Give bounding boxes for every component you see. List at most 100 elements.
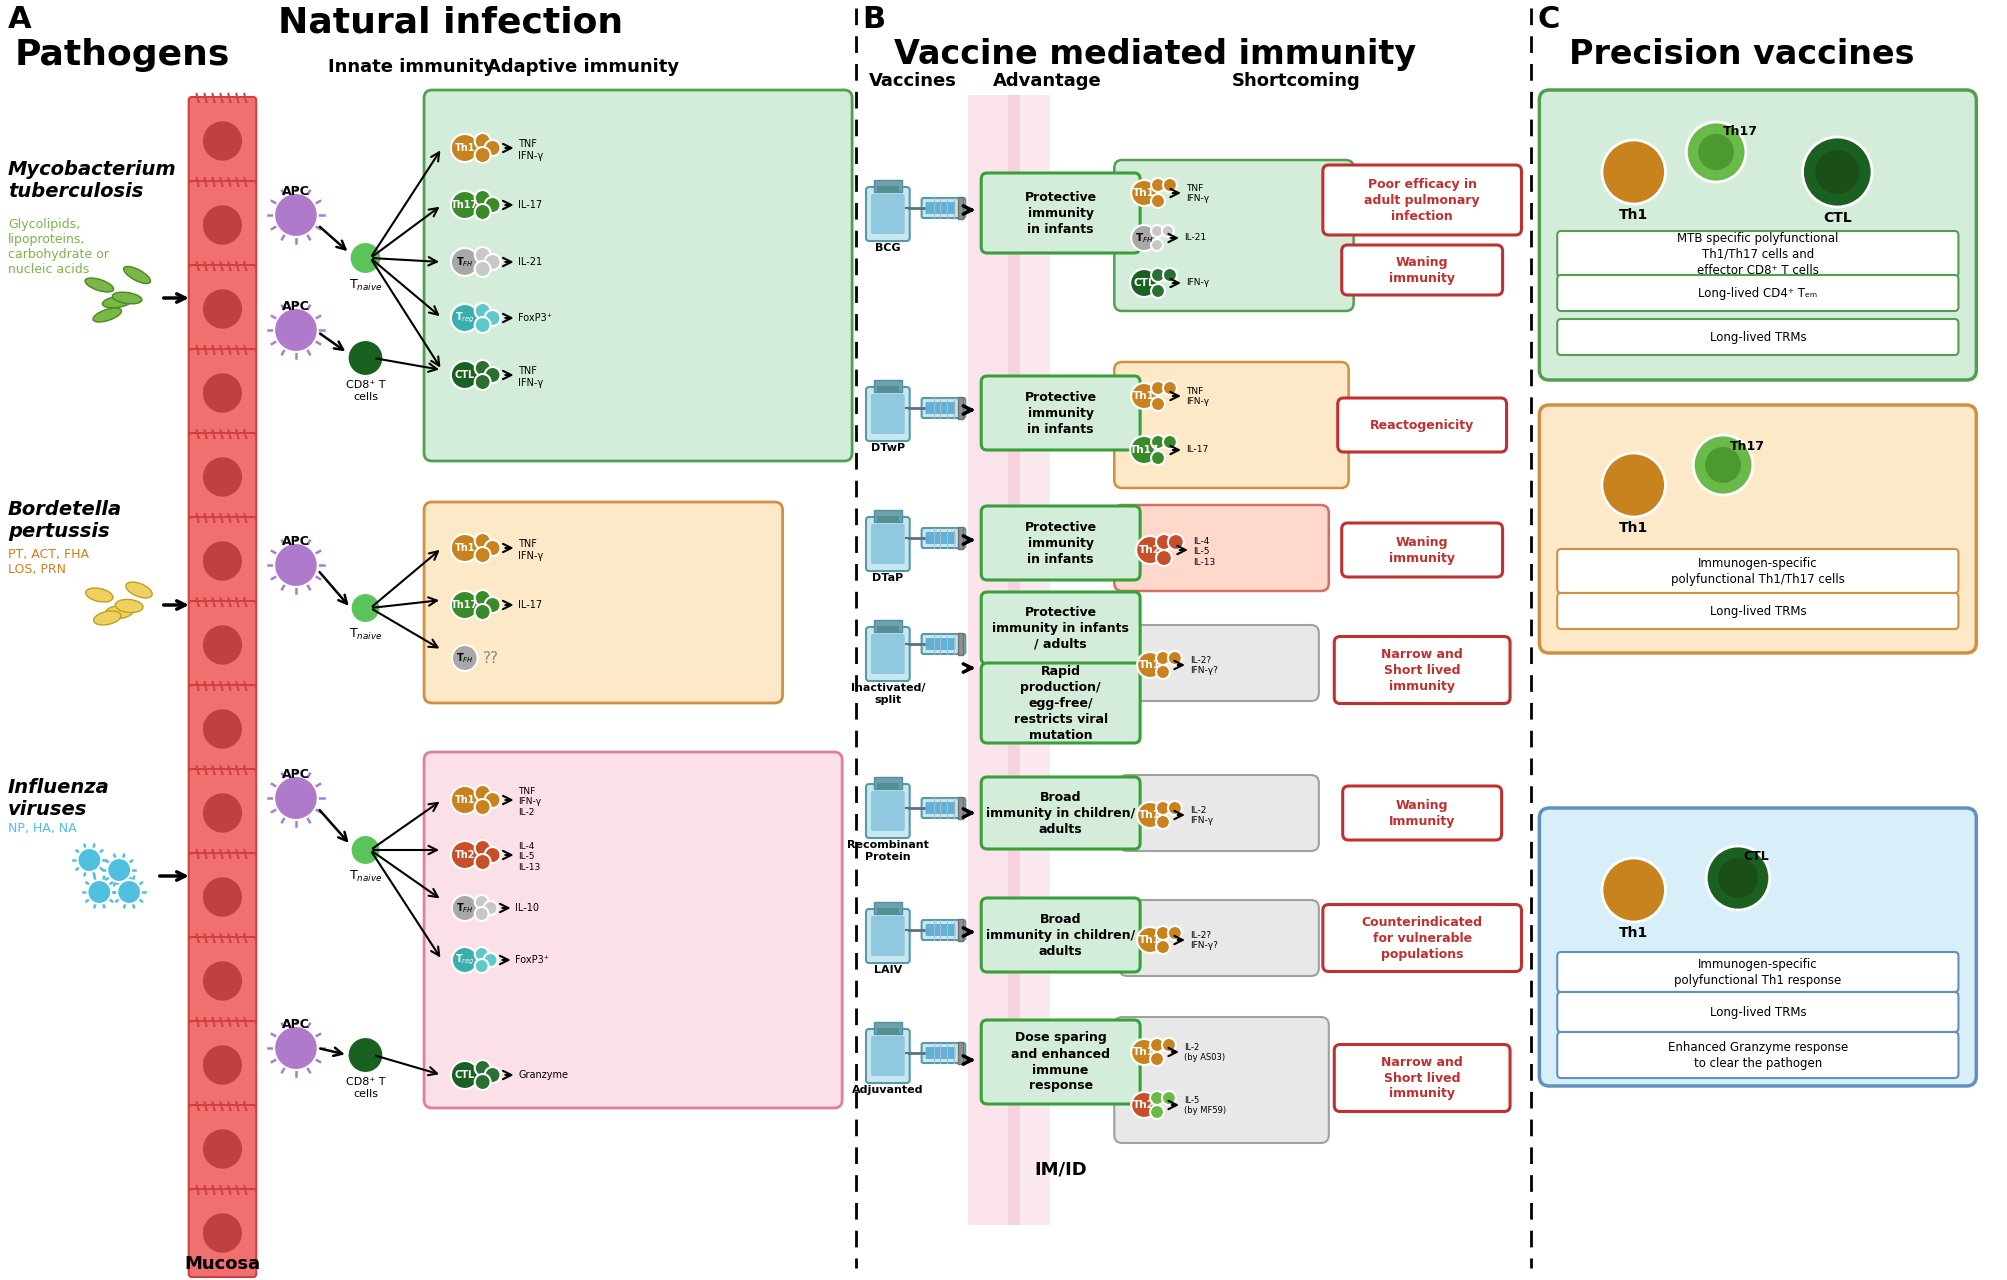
Circle shape	[474, 1060, 490, 1076]
Text: Protective
immunity
in infants: Protective immunity in infants	[1024, 521, 1096, 566]
FancyBboxPatch shape	[189, 1189, 257, 1277]
Circle shape	[484, 140, 500, 156]
FancyBboxPatch shape	[1539, 808, 1975, 1085]
Text: C: C	[1537, 5, 1559, 35]
Text: Immunogen-specific
polyfunctional Th1/Th17 cells: Immunogen-specific polyfunctional Th1/Th…	[1670, 557, 1844, 585]
Text: Th17: Th17	[1722, 125, 1758, 138]
Circle shape	[452, 534, 478, 562]
Circle shape	[452, 191, 478, 219]
FancyBboxPatch shape	[921, 529, 965, 548]
Circle shape	[1602, 858, 1664, 922]
Text: IL-2
IFN-γ: IL-2 IFN-γ	[1190, 806, 1212, 826]
Circle shape	[275, 543, 317, 588]
Text: MTB specific polyfunctional
Th1/Th17 cells and
effector CD8⁺ T cells: MTB specific polyfunctional Th1/Th17 cel…	[1676, 232, 1838, 276]
Circle shape	[1706, 846, 1768, 910]
Text: Long-lived CD4⁺ Tₑₘ: Long-lived CD4⁺ Tₑₘ	[1698, 287, 1816, 300]
Text: IL-17: IL-17	[1186, 445, 1208, 454]
Text: Th1: Th1	[1132, 1047, 1154, 1057]
Text: Th1: Th1	[454, 543, 476, 553]
Circle shape	[474, 590, 490, 605]
FancyBboxPatch shape	[981, 376, 1140, 451]
Circle shape	[484, 197, 500, 212]
FancyBboxPatch shape	[981, 663, 1140, 742]
Ellipse shape	[124, 266, 151, 284]
Circle shape	[203, 1129, 243, 1169]
Bar	[873, 1021, 901, 1034]
FancyBboxPatch shape	[423, 753, 841, 1108]
FancyBboxPatch shape	[189, 517, 257, 605]
Circle shape	[203, 626, 243, 664]
FancyBboxPatch shape	[1539, 90, 1975, 380]
Circle shape	[474, 840, 490, 856]
Circle shape	[1150, 1052, 1164, 1066]
Text: Long-lived TRMs: Long-lived TRMs	[1708, 604, 1804, 617]
Text: T$_{FH}$: T$_{FH}$	[456, 255, 474, 269]
Text: Mucosa: Mucosa	[185, 1254, 261, 1274]
Text: IM/ID: IM/ID	[1034, 1160, 1086, 1178]
Text: Protective
immunity
in infants: Protective immunity in infants	[1024, 191, 1096, 236]
Text: FoxP3⁺: FoxP3⁺	[518, 314, 552, 323]
Text: TNF
IFN-γ: TNF IFN-γ	[518, 366, 544, 388]
FancyBboxPatch shape	[189, 97, 257, 186]
Circle shape	[1162, 1038, 1176, 1052]
FancyBboxPatch shape	[1118, 774, 1319, 851]
Text: Waning
Immunity: Waning Immunity	[1389, 799, 1455, 827]
Bar	[957, 797, 963, 819]
Circle shape	[347, 1037, 383, 1073]
Circle shape	[1168, 925, 1182, 940]
Circle shape	[452, 645, 478, 671]
Text: Shortcoming: Shortcoming	[1230, 72, 1359, 90]
Text: ??: ??	[482, 650, 498, 666]
FancyBboxPatch shape	[925, 402, 955, 413]
Text: IL-21: IL-21	[518, 257, 542, 268]
FancyBboxPatch shape	[1539, 404, 1975, 653]
Circle shape	[1150, 268, 1164, 282]
Bar	[877, 387, 899, 392]
Circle shape	[452, 895, 478, 922]
Text: DTwP: DTwP	[871, 443, 905, 453]
Bar	[957, 919, 963, 941]
Circle shape	[349, 242, 381, 274]
FancyBboxPatch shape	[1337, 398, 1505, 452]
FancyBboxPatch shape	[921, 1043, 965, 1062]
FancyBboxPatch shape	[871, 524, 905, 564]
Ellipse shape	[84, 278, 114, 292]
Circle shape	[1686, 122, 1744, 182]
Circle shape	[474, 532, 490, 549]
Text: Broad
immunity in children/
adults: Broad immunity in children/ adults	[985, 913, 1134, 957]
Circle shape	[1168, 534, 1184, 550]
Text: Counterindicated
for vulnerable
populations: Counterindicated for vulnerable populati…	[1361, 915, 1481, 960]
Text: Th1: Th1	[1138, 810, 1160, 820]
FancyBboxPatch shape	[189, 602, 257, 689]
Circle shape	[474, 908, 488, 922]
Circle shape	[1130, 180, 1156, 206]
Circle shape	[484, 540, 500, 556]
FancyBboxPatch shape	[925, 803, 955, 814]
Text: T$_{FH}$: T$_{FH}$	[1134, 232, 1152, 244]
FancyBboxPatch shape	[981, 1020, 1140, 1103]
FancyBboxPatch shape	[423, 90, 851, 461]
Circle shape	[474, 247, 490, 262]
Circle shape	[1156, 801, 1170, 815]
Text: Th1: Th1	[454, 795, 476, 805]
Circle shape	[484, 1068, 500, 1083]
Text: Th2: Th2	[1138, 545, 1160, 556]
FancyBboxPatch shape	[925, 924, 955, 936]
FancyBboxPatch shape	[1557, 1032, 1957, 1078]
Circle shape	[484, 901, 498, 915]
Text: IL-2?
IFN-γ?: IL-2? IFN-γ?	[1190, 931, 1216, 950]
FancyBboxPatch shape	[981, 173, 1140, 253]
Circle shape	[474, 147, 490, 163]
Circle shape	[1136, 536, 1164, 564]
Circle shape	[474, 947, 488, 961]
Text: T$_{naive}$: T$_{naive}$	[349, 627, 381, 643]
Circle shape	[452, 305, 478, 332]
FancyBboxPatch shape	[1341, 244, 1501, 294]
Circle shape	[474, 799, 490, 815]
Text: APC: APC	[281, 535, 309, 548]
Circle shape	[452, 841, 478, 869]
Text: IL-10: IL-10	[516, 902, 540, 913]
Circle shape	[203, 289, 243, 329]
Circle shape	[1156, 550, 1172, 566]
FancyBboxPatch shape	[871, 634, 905, 675]
